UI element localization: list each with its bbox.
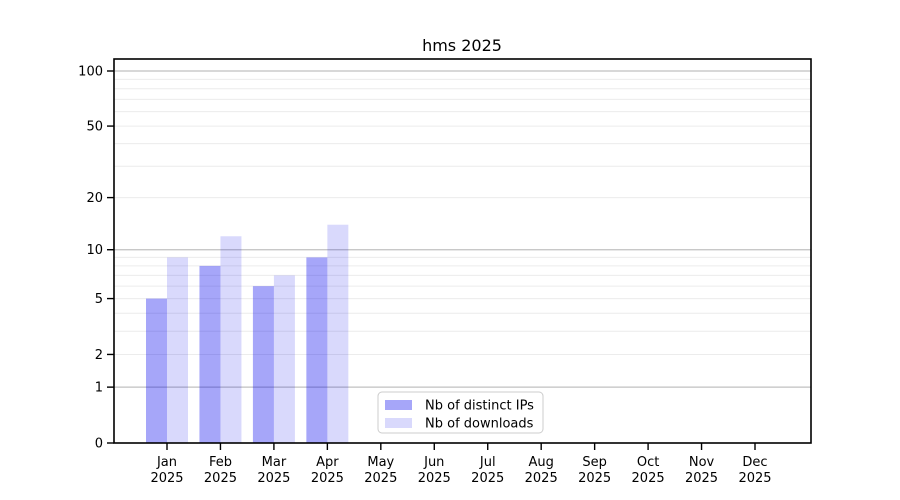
bar-nb-of-distinct-ips-feb [199, 265, 221, 443]
bar-nb-of-downloads-jan [167, 257, 188, 443]
x-tick-label-month: Jun [423, 455, 444, 470]
y-tick-label: 20 [86, 191, 103, 206]
legend-swatch-nb-of-downloads [385, 418, 412, 428]
y-tick-label: 50 [86, 120, 103, 135]
x-tick-label-year: 2025 [632, 471, 665, 486]
bar-nb-of-distinct-ips-apr [306, 257, 328, 443]
x-tick-label-year: 2025 [738, 471, 771, 486]
x-tick-label-year: 2025 [685, 471, 718, 486]
x-tick-label-year: 2025 [471, 471, 504, 486]
x-tick-label-year: 2025 [150, 471, 183, 486]
x-tick-label-month: Dec [742, 455, 767, 470]
bar-nb-of-downloads-mar [273, 275, 295, 443]
bar-nb-of-downloads-apr [327, 224, 349, 443]
x-tick-label-year: 2025 [525, 471, 558, 486]
x-tick-label-year: 2025 [418, 471, 451, 486]
x-tick-label-year: 2025 [257, 471, 290, 486]
x-tick-label-month: Nov [689, 455, 715, 470]
legend-label-nb-of-downloads: Nb of downloads [425, 417, 534, 432]
x-tick-label-year: 2025 [578, 471, 611, 486]
y-tick-label: 5 [95, 292, 103, 307]
x-tick-label-year: 2025 [204, 471, 237, 486]
x-tick-label-month: Jul [479, 455, 496, 470]
chart-title: hms 2025 [422, 36, 502, 55]
legend-label-nb-of-distinct-ips: Nb of distinct IPs [425, 399, 534, 414]
x-tick-label-month: Aug [528, 455, 553, 470]
y-tick-label: 100 [78, 65, 103, 80]
x-tick-label-year: 2025 [364, 471, 397, 486]
x-tick-label-month: Feb [209, 455, 232, 470]
x-tick-label-month: Sep [582, 455, 607, 470]
plot-area: 0125102050100Jan2025Feb2025Mar2025Apr202… [78, 58, 812, 486]
x-tick-label-month: Apr [316, 455, 339, 470]
x-tick-label-month: Mar [262, 455, 287, 470]
bar-nb-of-downloads-feb [220, 236, 242, 443]
y-tick-label: 10 [86, 243, 103, 258]
bar-nb-of-distinct-ips-mar [252, 286, 274, 443]
bar-nb-of-distinct-ips-jan [146, 298, 167, 443]
y-tick-label: 2 [95, 348, 103, 363]
x-tick-label-month: May [367, 455, 394, 470]
plot-frame [113, 58, 812, 444]
legend-swatch-nb-of-distinct-ips [385, 400, 412, 410]
x-tick-label-year: 2025 [311, 471, 344, 486]
y-tick-label: 0 [95, 437, 103, 452]
x-tick-label-month: Oct [637, 455, 659, 470]
y-tick-label: 1 [95, 381, 103, 396]
x-tick-label-month: Jan [156, 455, 177, 470]
legend-box [377, 391, 544, 434]
